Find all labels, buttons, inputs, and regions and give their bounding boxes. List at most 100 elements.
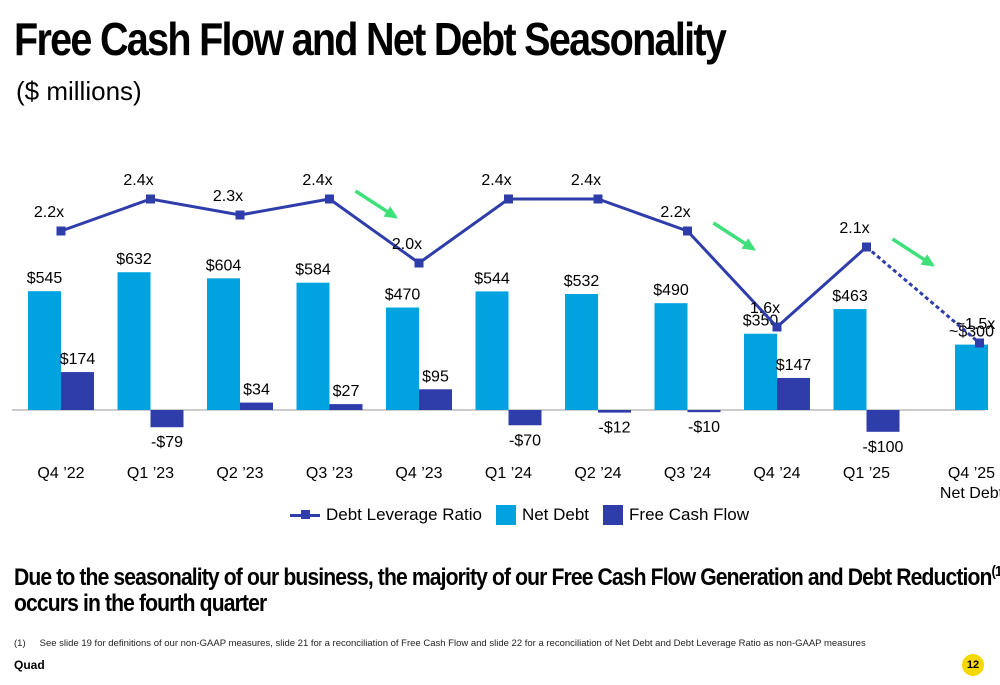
legend-item-fcf: Free Cash Flow [603,505,749,525]
fcf-bar [419,389,452,410]
net-debt-label: $470 [385,287,421,304]
footnote-marker: (1) [14,638,26,649]
category-label: Q2 ’24 [574,465,621,482]
fcf-label: -$100 [863,439,904,456]
leverage-point [325,194,334,204]
fcf-bar [508,410,542,426]
page-title: Free Cash Flow and Net Debt Seasonality [14,13,727,65]
brand-logo: Quad [14,658,45,672]
net-debt-bar [207,278,240,410]
headline-footnote-ref: (1) [991,563,1000,580]
leverage-label: 2.1x [839,220,869,237]
category-label: Q4 ’23 [395,465,442,482]
net-debt-label: $544 [474,270,510,287]
net-debt-bar [386,307,419,410]
leverage-point [504,194,513,204]
leverage-line [60,197,868,330]
net-debt-bar [955,344,988,410]
net-debt-swatch [495,505,516,525]
fcf-label: $174 [60,351,96,368]
leverage-point [862,242,871,252]
trend-arrow-head [383,206,399,219]
fcf-bar [777,377,810,410]
net-debt-bar [654,303,688,410]
net-debt-label: ~$300 [949,324,994,341]
net-debt-label: $632 [116,251,152,268]
leverage-point [414,258,424,268]
headline-line2: occurs in the fourth quarter [14,590,267,617]
net-debt-label: $584 [295,262,331,279]
category-label: Q4 ’24 [753,465,800,482]
leverage-label: 1.6x [750,300,780,317]
fcf-label: -$10 [688,419,720,436]
leverage-line-projection [865,245,981,345]
fcf-label: -$12 [598,420,630,437]
fcf-bar [329,404,363,410]
net-debt-bar [296,282,330,410]
headline: Due to the seasonality of our business, … [14,564,1000,617]
leverage-line-swatch [290,510,320,519]
fcf-label: $34 [243,382,270,399]
net-debt-label: $545 [27,270,63,287]
net-debt-label: $490 [653,282,689,299]
net-debt-bar [833,309,867,410]
page-subtitle: ($ millions) [16,76,142,106]
trend-arrow-head [920,254,936,267]
fcf-label: -$79 [151,434,183,451]
leverage-label: 2.4x [302,172,332,189]
fcf-label: -$70 [509,432,541,449]
net-debt-label: $532 [564,273,600,290]
net-debt-bar [565,294,598,410]
leverage-point [772,322,782,332]
trend-arrow-head [741,238,757,251]
category-label: Q3 ’24 [664,465,711,482]
leverage-point [235,210,245,220]
net-debt-bar [475,291,509,410]
category-label: Q4 ’22 [37,465,84,482]
fcf-bar [866,410,900,432]
leverage-label: 2.4x [123,172,153,189]
fcf-bar [598,410,631,413]
leverage-point [683,226,692,236]
seasonality-chart: $545 $174 Q4 ’22 $632 -$79 Q1 ’23 $604 $34 Q2 ’2… [12,172,1000,500]
fcf-bar [150,410,184,428]
leverage-point [593,194,603,204]
leverage-label: 2.2x [660,204,690,221]
fcf-label: $95 [422,368,449,385]
category-label: Q1 ’25 [843,465,890,482]
legend-item-net-debt: Net Debt [495,505,590,525]
headline-main: Due to the seasonality of our business, … [14,564,992,591]
net-debt-bar [28,291,61,410]
footnote: (1) See slide 19 for definitions of our … [14,638,866,649]
legend-item-leverage: Debt Leverage Ratio [290,505,482,525]
fcf-bar [240,402,273,410]
leverage-point [146,194,155,204]
net-debt-bar [117,272,151,410]
legend-label-leverage: Debt Leverage Ratio [326,505,482,524]
leverage-label: ~1.5x [956,316,996,333]
legend-label-fcf: Free Cash Flow [629,505,750,524]
leverage-label: 2.0x [392,236,422,253]
page-number-badge: 12 [962,654,984,676]
leverage-point [975,338,984,348]
category-label: Q2 ’23 [216,465,263,482]
leverage-label: 2.3x [213,188,243,205]
leverage-label: 2.2x [34,204,64,221]
footnote-text: See slide 19 for definitions of our non-… [39,638,866,649]
category-label: Q4 ’25 [948,465,995,482]
net-debt-bar [744,333,777,410]
leverage-label: 2.4x [481,172,511,189]
fcf-label: $147 [776,357,812,374]
category-label: Q3 ’23 [306,465,353,482]
category-label: Q1 ’23 [127,465,174,482]
fcf-bar [61,372,94,410]
leverage-point [56,226,66,236]
fcf-swatch [603,505,624,525]
fcf-label: $27 [333,383,360,400]
category-label: Net Debt [940,485,1000,500]
leverage-label: 2.4x [571,172,601,189]
fcf-bar [687,410,721,413]
category-label: Q1 ’24 [485,465,532,482]
legend-label-net-debt: Net Debt [521,505,590,524]
net-debt-label: $463 [832,288,868,305]
